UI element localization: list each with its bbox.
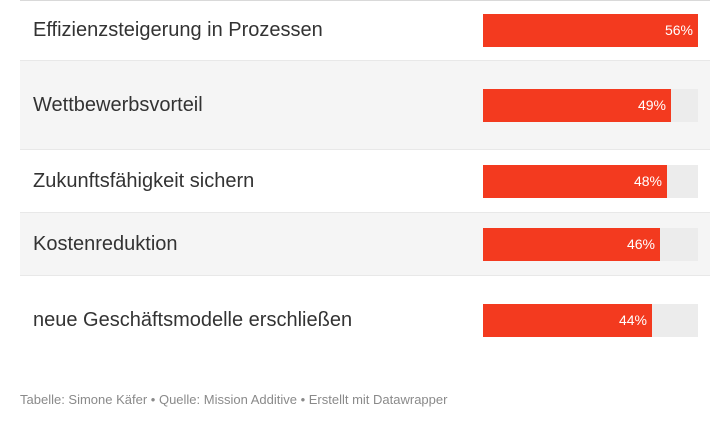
category-label: Kostenreduktion [33, 232, 178, 255]
bar-cell: 44% [483, 303, 710, 337]
footer-credits: Tabelle: Simone Käfer • Quelle: Mission … [20, 392, 448, 407]
table-row: Effizienzsteigerung in Prozessen 56% [20, 0, 710, 61]
value-label: 44% [618, 312, 647, 328]
table-row: Kostenreduktion 46% [20, 213, 710, 276]
table-row: Zukunftsfähigkeit sichern 48% [20, 150, 710, 213]
bar-cell: 49% [483, 88, 710, 122]
bar-cell: 46% [483, 227, 710, 261]
bar-track: 46% [483, 227, 698, 261]
bar-cell: 56% [483, 13, 710, 47]
bar-track: 48% [483, 164, 698, 198]
table-row: Wettbewerbsvorteil 49% [20, 61, 710, 150]
bar [483, 88, 671, 122]
bar-cell: 48% [483, 164, 710, 198]
bar-track: 56% [483, 13, 698, 47]
bar-track: 44% [483, 303, 698, 337]
bar [483, 164, 667, 198]
bar-table: Effizienzsteigerung in Prozessen 56% Wettb… [20, 0, 710, 364]
value-label: 48% [633, 173, 662, 189]
category-label: Wettbewerbsvorteil [33, 93, 203, 116]
value-label: 46% [626, 236, 655, 252]
category-label: neue Geschäftsmodelle erschließen [33, 308, 353, 331]
category-label: Effizienzsteigerung in Prozessen [33, 18, 323, 41]
bar [483, 227, 660, 261]
bar [483, 303, 652, 337]
top-divider [20, 0, 710, 1]
table-row: neue Geschäftsmodelle erschließen 44% [20, 276, 710, 364]
value-label: 56% [664, 22, 693, 38]
bar-track: 49% [483, 88, 698, 122]
category-label: Zukunftsfähigkeit sichern [33, 169, 255, 192]
value-label: 49% [637, 97, 666, 113]
bar [483, 13, 698, 47]
